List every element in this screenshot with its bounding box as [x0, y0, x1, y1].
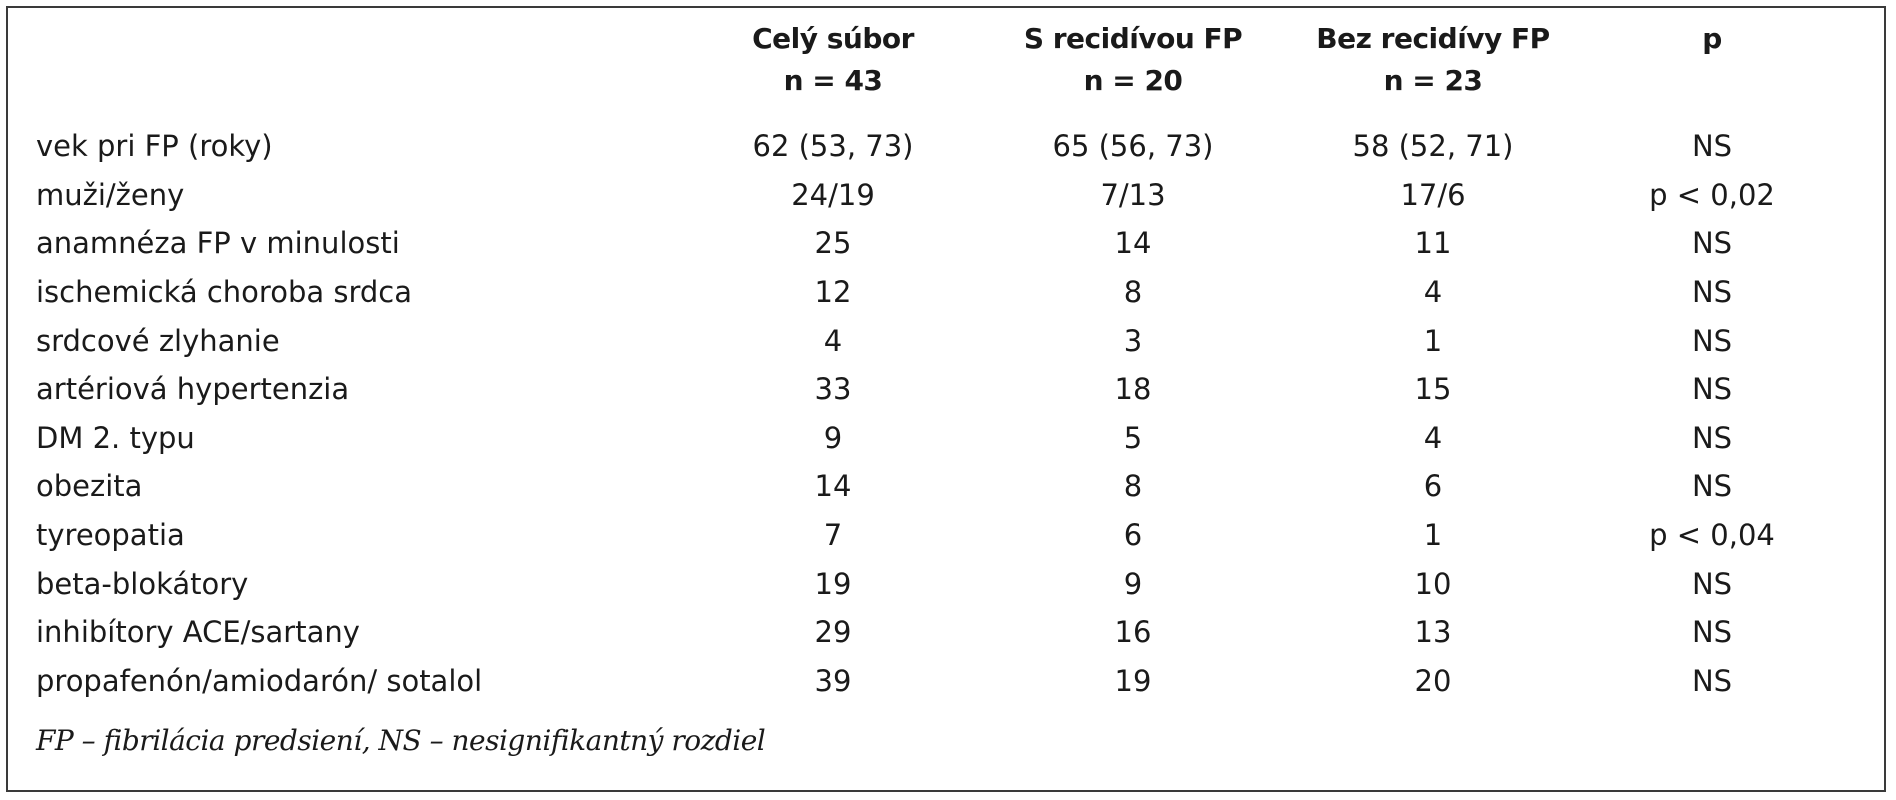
whole-group-cell: 25	[814, 226, 852, 261]
table-row: obezita 14 8 6 NS	[36, 462, 1856, 511]
table-row: propafenón/amiodarón/ sotalol 39 19 20 NS	[36, 657, 1856, 706]
without-recurrence-cell: 15	[1414, 372, 1452, 407]
row-label: DM 2. typu	[36, 420, 195, 455]
without-recurrence-cell: 58 (52, 71)	[1352, 129, 1514, 164]
with-recurrence-cell: 14	[1114, 226, 1152, 261]
with-recurrence-cell: 9	[1123, 566, 1143, 601]
without-recurrence-cell: 4	[1423, 420, 1443, 455]
whole-group-cell: 39	[814, 663, 852, 698]
table-body: vek pri FP (roky) 62 (53, 73) 65 (56, 73) 5…	[36, 122, 1856, 705]
row-label: anamnéza FP v minulosti	[36, 226, 400, 261]
whole-group-cell: 19	[814, 566, 852, 601]
whole-group-cell: 24/19	[791, 177, 875, 212]
whole-group-cell: 33	[814, 372, 852, 407]
p-value-cell: NS	[1691, 469, 1733, 504]
with-recurrence-cell: 3	[1123, 323, 1143, 358]
whole-group-cell: 9	[823, 420, 843, 455]
header-whole-group: Celý súbor n = 43	[752, 22, 914, 97]
with-recurrence-cell: 5	[1123, 420, 1143, 455]
table-row: artériová hypertenzia 33 18 15 NS	[36, 365, 1856, 414]
without-recurrence-cell: 4	[1423, 275, 1443, 310]
whole-group-cell: 12	[814, 275, 852, 310]
without-recurrence-cell: 20	[1414, 663, 1452, 698]
table-row: beta-blokátory 19 9 10 NS	[36, 559, 1856, 608]
with-recurrence-cell: 18	[1114, 372, 1152, 407]
without-recurrence-cell: 17/6	[1400, 177, 1466, 212]
with-recurrence-cell: 19	[1114, 663, 1152, 698]
without-recurrence-cell: 6	[1423, 469, 1443, 504]
p-value-cell: NS	[1691, 420, 1733, 455]
table-footnote: FP – fibrilácia predsiení, NS – nesignif…	[36, 724, 766, 757]
row-label: propafenón/amiodarón/ sotalol	[36, 663, 483, 698]
row-label: obezita	[36, 469, 143, 504]
whole-group-cell: 4	[823, 323, 843, 358]
row-label: vek pri FP (roky)	[36, 129, 273, 164]
p-value-cell: NS	[1691, 226, 1733, 261]
row-label: srdcové zlyhanie	[36, 323, 280, 358]
row-label: muži/ženy	[36, 177, 185, 212]
p-value-cell: NS	[1691, 275, 1733, 310]
without-recurrence-cell: 10	[1414, 566, 1452, 601]
whole-group-cell: 7	[823, 518, 843, 553]
row-label: tyreopatia	[36, 518, 185, 553]
p-value-cell: NS	[1691, 615, 1733, 650]
p-value-cell: NS	[1691, 566, 1733, 601]
table-row: muži/ženy 24/19 7/13 17/6 p < 0,02	[36, 171, 1856, 220]
header-empty	[36, 18, 698, 122]
table-row: srdcové zlyhanie 4 3 1 NS	[36, 316, 1856, 365]
with-recurrence-cell: 7/13	[1100, 177, 1166, 212]
with-recurrence-cell: 65 (56, 73)	[1052, 129, 1214, 164]
with-recurrence-cell: 8	[1123, 469, 1143, 504]
p-value-cell: p < 0,04	[1649, 518, 1775, 553]
row-label: artériová hypertenzia	[36, 372, 350, 407]
whole-group-cell: 14	[814, 469, 852, 504]
header-p-value: p	[1702, 22, 1722, 55]
data-table: Celý súbor n = 43 S recidívou FP n = 20 …	[36, 18, 1856, 705]
p-value-cell: p < 0,02	[1649, 177, 1775, 212]
header-with-recurrence: S recidívou FP n = 20	[1023, 22, 1243, 97]
without-recurrence-cell: 1	[1423, 518, 1443, 553]
with-recurrence-cell: 8	[1123, 275, 1143, 310]
whole-group-cell: 29	[814, 615, 852, 650]
row-label: beta-blokátory	[36, 566, 249, 601]
whole-group-cell: 62 (53, 73)	[752, 129, 914, 164]
without-recurrence-cell: 13	[1414, 615, 1452, 650]
p-value-cell: NS	[1691, 372, 1733, 407]
table-row: inhibítory ACE/sartany 29 16 13 NS	[36, 608, 1856, 657]
table-row: vek pri FP (roky) 62 (53, 73) 65 (56, 73) 5…	[36, 122, 1856, 171]
with-recurrence-cell: 6	[1123, 518, 1143, 553]
header-without-recurrence: Bez recidívy FP n = 23	[1316, 22, 1550, 97]
with-recurrence-cell: 16	[1114, 615, 1152, 650]
without-recurrence-cell: 1	[1423, 323, 1443, 358]
row-label: inhibítory ACE/sartany	[36, 615, 360, 650]
row-label: ischemická choroba srdca	[36, 275, 412, 310]
p-value-cell: NS	[1691, 663, 1733, 698]
table-row: DM 2. typu 9 5 4 NS	[36, 414, 1856, 463]
table-row: anamnéza FP v minulosti 25 14 11 NS	[36, 219, 1856, 268]
p-value-cell: NS	[1691, 323, 1733, 358]
without-recurrence-cell: 11	[1414, 226, 1452, 261]
table-frame: Celý súbor n = 43 S recidívou FP n = 20 …	[6, 6, 1886, 792]
table-header-row: Celý súbor n = 43 S recidívou FP n = 20 …	[36, 18, 1856, 122]
table-row: ischemická choroba srdca 12 8 4 NS	[36, 268, 1856, 317]
table-row: tyreopatia 7 6 1 p < 0,04	[36, 511, 1856, 560]
p-value-cell: NS	[1691, 129, 1733, 164]
